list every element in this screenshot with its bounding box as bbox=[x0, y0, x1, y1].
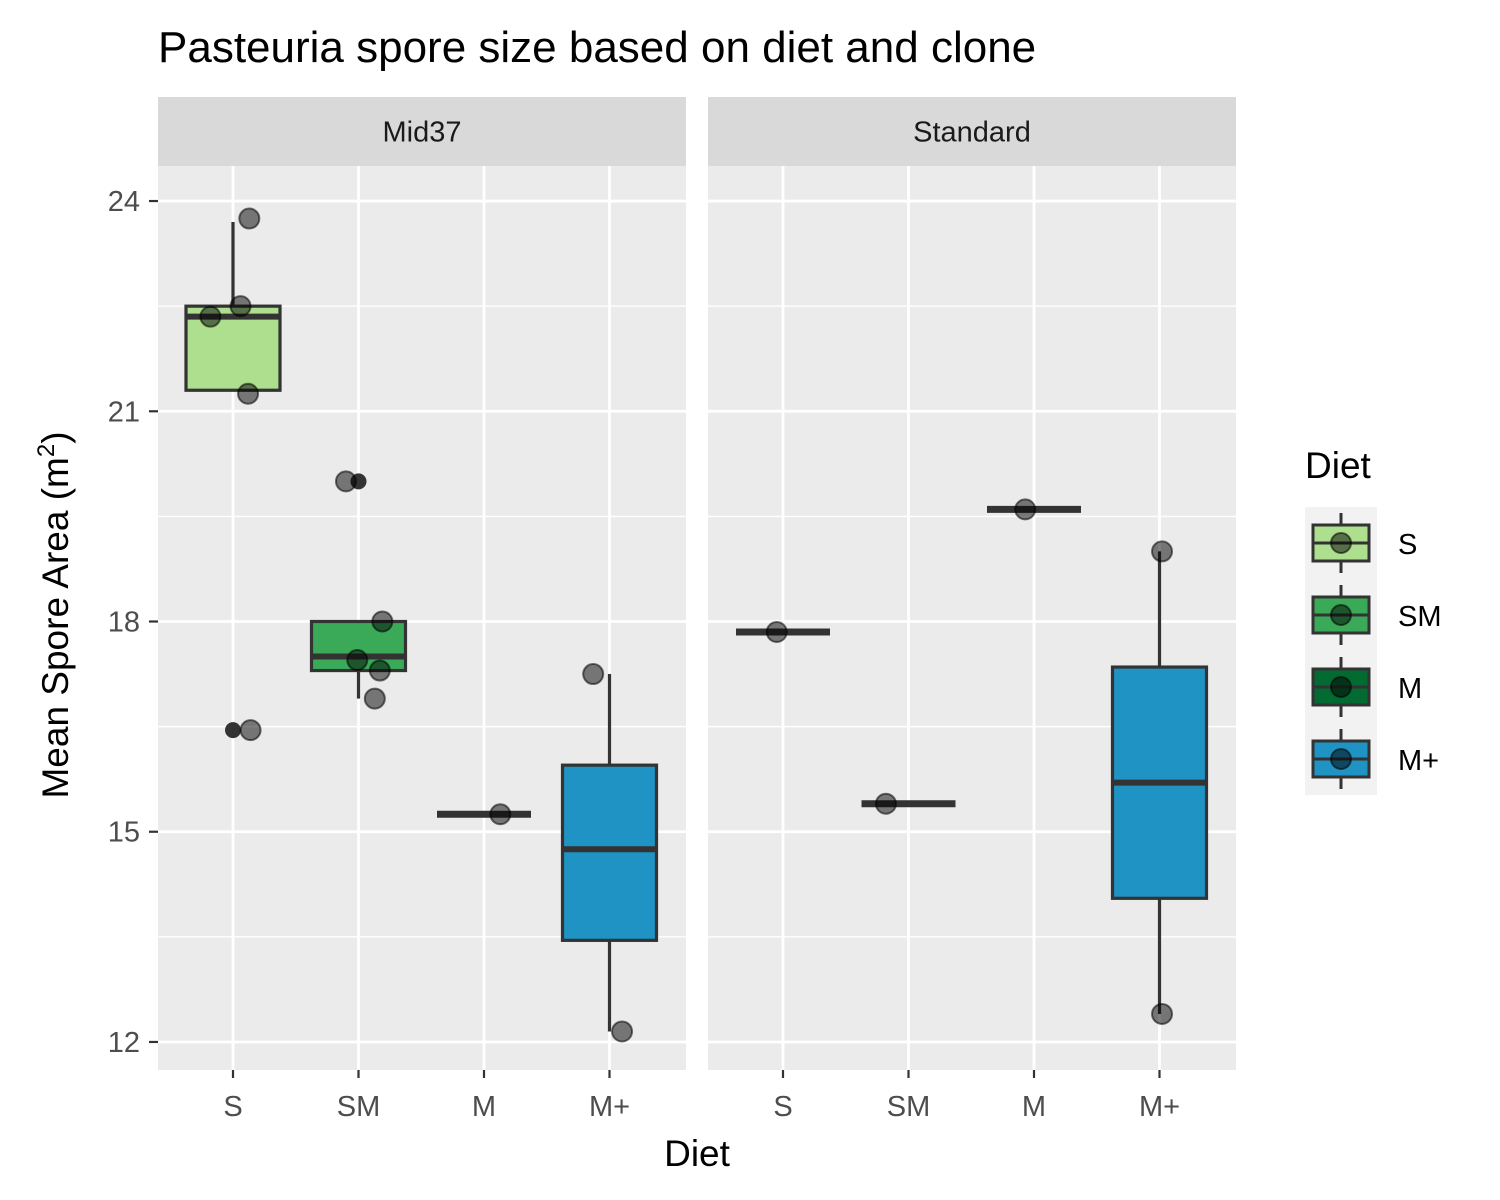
facet-panels: Mid37 S SM M M+ Standard S SM M M+ 12 15 18 21 24 bbox=[108, 97, 1236, 1123]
legend-title: Diet bbox=[1305, 445, 1372, 486]
legend-key-sm: SM bbox=[1311, 585, 1442, 645]
facet-panel-mid37: Mid37 S SM M M+ bbox=[158, 97, 686, 1123]
data-point bbox=[199, 305, 222, 328]
data-point bbox=[334, 470, 357, 493]
facet-strip-label: Standard bbox=[913, 117, 1031, 149]
legend: Diet S SM M M+ bbox=[1305, 445, 1442, 795]
y-tick-label: 18 bbox=[108, 607, 140, 639]
legend-key-point bbox=[1330, 676, 1352, 698]
chart-title: Pasteuria spore size based on diet and c… bbox=[158, 23, 1036, 72]
data-point bbox=[237, 382, 260, 405]
x-tick-label: S bbox=[223, 1091, 242, 1123]
y-axis: 12 15 18 21 24 bbox=[108, 186, 158, 1059]
data-point bbox=[489, 803, 512, 826]
facet-strip bbox=[158, 97, 686, 166]
data-point bbox=[874, 792, 897, 815]
data-point bbox=[1151, 540, 1174, 563]
x-tick-label: SM bbox=[337, 1091, 381, 1123]
data-point bbox=[238, 207, 261, 230]
y-tick-label: 21 bbox=[108, 396, 140, 428]
facet-strip-label: Mid37 bbox=[383, 117, 462, 149]
legend-label: S bbox=[1398, 529, 1417, 561]
x-tick-label: S bbox=[773, 1091, 792, 1123]
data-point bbox=[363, 687, 386, 710]
data-point bbox=[765, 621, 788, 644]
facet-strip bbox=[708, 97, 1236, 166]
x-tick-label: M bbox=[472, 1091, 496, 1123]
facet-panel-standard: Standard S SM M M+ bbox=[708, 97, 1236, 1123]
data-point bbox=[582, 663, 605, 686]
y-tick-label: 24 bbox=[108, 186, 140, 218]
data-point bbox=[368, 659, 391, 682]
legend-key-m-plus: M+ bbox=[1311, 729, 1439, 789]
data-point bbox=[239, 719, 262, 742]
legend-key-point bbox=[1330, 748, 1352, 770]
boxplot-sm bbox=[309, 473, 408, 699]
data-point bbox=[1014, 498, 1037, 521]
legend-key-point bbox=[1330, 604, 1352, 626]
data-point bbox=[1151, 1002, 1174, 1025]
boxplot-m-plus bbox=[1110, 551, 1209, 1014]
legend-label: SM bbox=[1398, 601, 1442, 633]
y-axis-title: Mean Spore Area (m2) bbox=[33, 431, 76, 798]
data-point bbox=[346, 649, 369, 672]
legend-key-s: S bbox=[1311, 513, 1417, 573]
data-point bbox=[611, 1020, 634, 1043]
legend-key-m: M bbox=[1311, 657, 1422, 717]
y-tick-label: 15 bbox=[108, 817, 140, 849]
x-axis-title: Diet bbox=[664, 1133, 731, 1174]
data-point bbox=[229, 295, 252, 318]
y-axis-title-superscript: 2 bbox=[33, 444, 60, 457]
legend-label: M bbox=[1398, 673, 1422, 705]
boxplot-m-plus bbox=[560, 674, 659, 1032]
y-axis-title-close: ) bbox=[35, 431, 76, 443]
panel-background bbox=[708, 166, 1236, 1070]
legend-key-point bbox=[1330, 532, 1352, 554]
y-axis-title-text: Mean Spore Area (m bbox=[35, 457, 76, 798]
x-tick-label: M+ bbox=[1139, 1091, 1180, 1123]
outlier-point bbox=[225, 722, 241, 739]
legend-label: M+ bbox=[1398, 745, 1439, 777]
x-tick-label: SM bbox=[887, 1091, 931, 1123]
y-tick-label: 12 bbox=[108, 1027, 140, 1059]
box-iqr bbox=[560, 763, 659, 942]
data-point bbox=[371, 610, 394, 633]
x-tick-label: M+ bbox=[589, 1091, 630, 1123]
x-tick-label: M bbox=[1022, 1091, 1046, 1123]
